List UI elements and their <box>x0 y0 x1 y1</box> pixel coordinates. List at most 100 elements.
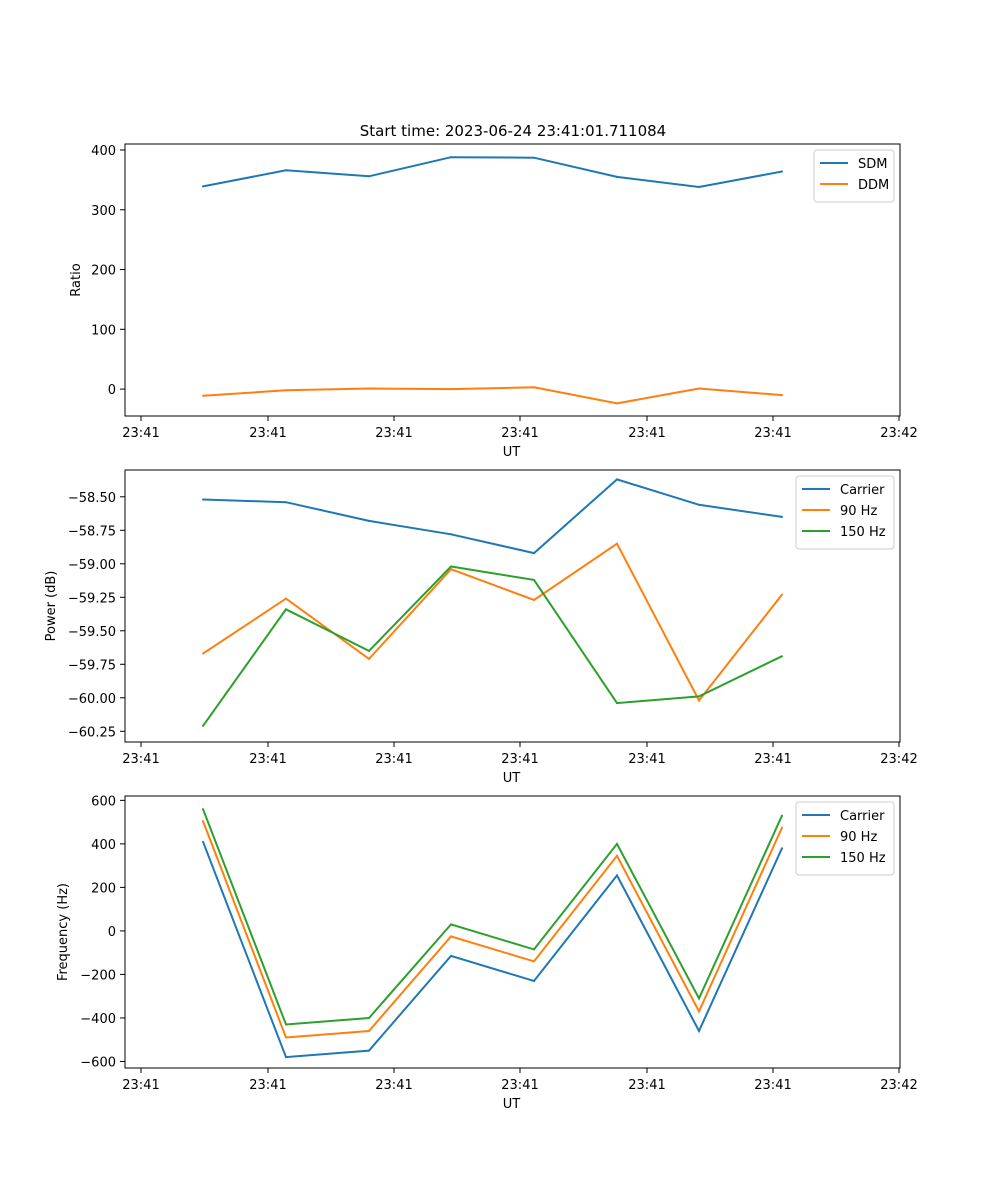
data-point <box>285 1036 287 1039</box>
legend-label: SDM <box>858 157 887 172</box>
data-point <box>616 874 618 877</box>
y-tick-label: 200 <box>91 264 116 279</box>
series-line-sdm <box>202 156 783 189</box>
x-tick-label: 23:41 <box>754 426 791 441</box>
data-point <box>285 1023 287 1026</box>
data-point <box>616 478 618 481</box>
x-tick-label: 23:41 <box>249 426 286 441</box>
data-point <box>368 657 370 660</box>
y-tick-label: 100 <box>91 323 116 338</box>
data-point <box>368 175 370 178</box>
data-point <box>202 808 204 811</box>
data-point <box>616 702 618 705</box>
x-axis-label: UT <box>503 1097 521 1112</box>
data-point <box>698 695 700 698</box>
x-axis-label: UT <box>503 445 521 460</box>
x-tick-label: 23:41 <box>122 1078 159 1093</box>
legend-label: 150 Hz <box>840 525 886 540</box>
x-tick-label: 23:41 <box>375 752 412 767</box>
x-tick-label: 23:41 <box>628 426 665 441</box>
chart-3: 23:41 23:41 23:41 23:41 23:41 23:41 23:42 −600 −… <box>56 794 918 1112</box>
legend: Carrier 90 Hz 150 Hz <box>795 801 895 876</box>
x-tick-label: 23:42 <box>880 752 917 767</box>
legend-label: Carrier <box>840 809 885 824</box>
series-line-150-hz <box>202 565 783 727</box>
y-tick-label: −200 <box>80 968 116 983</box>
data-point <box>698 503 700 506</box>
figure-title: Start time: 2023-06-24 23:41:01.711084 <box>360 122 666 140</box>
data-point <box>616 842 618 845</box>
data-point <box>368 1049 370 1052</box>
y-tick-label: 600 <box>91 794 116 809</box>
data-point <box>698 186 700 188</box>
data-point <box>533 948 535 951</box>
chart-1: 23:41 23:41 23:41 23:41 23:41 23:41 23:42 0 100 2… <box>69 143 918 460</box>
data-point <box>202 652 204 655</box>
data-point <box>202 820 204 822</box>
data-point <box>698 699 700 702</box>
y-tick-label: −59.50 <box>68 625 116 640</box>
data-point <box>202 840 204 843</box>
series-line-90-hz <box>202 820 783 1039</box>
x-tick-label: 23:41 <box>501 752 538 767</box>
data-point <box>781 826 783 829</box>
data-point <box>202 185 204 188</box>
data-point <box>781 515 783 518</box>
data-point <box>533 386 535 389</box>
legend-label: Carrier <box>840 483 885 498</box>
data-point <box>533 552 535 555</box>
data-point <box>450 156 452 159</box>
chart-panels: 23:41 23:41 23:41 23:41 23:41 23:41 23:42 0 100 2… <box>44 143 918 1112</box>
legend-label: 150 Hz <box>840 851 886 866</box>
x-tick-label: 23:41 <box>375 1078 412 1093</box>
chart-2: 23:41 23:41 23:41 23:41 23:41 23:41 23:42 −60.2… <box>44 469 918 786</box>
data-point <box>616 854 618 857</box>
plot-area <box>124 795 901 1069</box>
y-tick-label: 0 <box>108 925 116 940</box>
data-point <box>616 402 618 405</box>
y-tick-label: −59.25 <box>68 591 116 606</box>
data-point <box>285 1056 287 1059</box>
data-point <box>368 649 370 652</box>
y-tick-label: 300 <box>91 204 116 219</box>
data-point <box>698 387 700 390</box>
data-point <box>285 169 287 172</box>
x-tick-label: 23:41 <box>754 752 791 767</box>
x-tick-label: 23:41 <box>375 426 412 441</box>
series-line-150-hz <box>202 808 783 1026</box>
data-point <box>202 498 204 501</box>
data-point <box>368 519 370 522</box>
data-point <box>450 565 452 568</box>
x-tick-label: 23:41 <box>501 426 538 441</box>
data-point <box>781 593 783 596</box>
y-tick-label: −60.25 <box>68 725 116 740</box>
legend-label: 90 Hz <box>840 830 877 845</box>
data-point <box>781 847 783 850</box>
y-axis-label: Ratio <box>69 263 84 296</box>
x-tick-label: 23:42 <box>880 1078 917 1093</box>
data-point <box>368 1030 370 1032</box>
data-point <box>533 960 535 963</box>
series-line-carrier <box>202 841 783 1059</box>
data-point <box>781 655 783 658</box>
y-tick-label: −400 <box>80 1012 116 1027</box>
data-point <box>533 156 535 159</box>
data-point <box>450 954 452 957</box>
data-point <box>285 389 287 392</box>
data-point <box>450 388 452 391</box>
data-point <box>450 923 452 926</box>
y-tick-label: 400 <box>91 144 116 159</box>
legend: Carrier 90 Hz 150 Hz <box>795 475 895 550</box>
x-tick-label: 23:42 <box>880 426 917 441</box>
data-point <box>698 1030 700 1032</box>
y-tick-label: −60.00 <box>68 692 116 707</box>
x-tick-label: 23:41 <box>628 752 665 767</box>
x-tick-label: 23:41 <box>122 426 159 441</box>
data-point <box>285 597 287 600</box>
data-point <box>285 608 287 611</box>
data-point <box>533 578 535 581</box>
data-point <box>781 170 783 173</box>
data-point <box>450 533 452 536</box>
y-tick-label: 400 <box>91 838 116 853</box>
y-tick-label: 200 <box>91 881 116 896</box>
